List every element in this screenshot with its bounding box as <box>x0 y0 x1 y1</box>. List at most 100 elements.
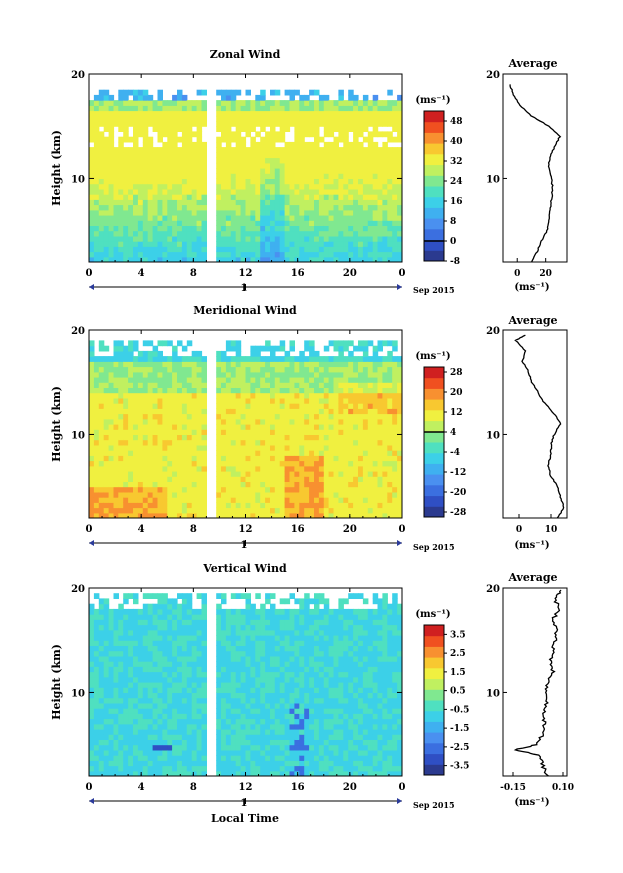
heatmap-cell <box>314 392 320 399</box>
heatmap-cell <box>118 350 124 357</box>
heatmap-cell <box>338 392 344 399</box>
heatmap-cell <box>191 439 198 446</box>
heatmap-cell <box>240 486 247 493</box>
heatmap-cell <box>133 366 139 373</box>
heatmap-cell <box>328 157 335 164</box>
heatmap-cell <box>118 424 124 430</box>
heatmap-cell <box>392 251 398 258</box>
heatmap-cell <box>133 424 139 430</box>
heatmap-cell <box>186 403 193 409</box>
heatmap-cell <box>167 697 173 704</box>
heatmap-cell <box>147 387 154 394</box>
heatmap-cell <box>93 640 100 646</box>
heatmap-cell <box>387 397 393 404</box>
heatmap-cell <box>177 718 183 725</box>
heatmap-cell <box>113 640 119 646</box>
heatmap-cell <box>103 507 110 514</box>
zonal-heatmap <box>89 89 402 262</box>
heatmap-cell <box>167 512 173 518</box>
heatmap-cell <box>284 100 291 106</box>
heatmap-cell <box>304 397 310 404</box>
heatmap-cell <box>103 424 110 430</box>
heatmap-cell <box>230 382 237 388</box>
heatmap-cell <box>323 361 330 368</box>
heatmap-cell <box>255 366 261 373</box>
heatmap-cell <box>172 608 178 615</box>
heatmap-cell <box>230 413 237 420</box>
heatmap-cell <box>245 392 251 399</box>
heatmap-cell <box>89 340 95 347</box>
heatmap-cell <box>358 204 364 211</box>
heatmap-cell <box>274 497 281 503</box>
heatmap-cell <box>309 397 315 404</box>
heatmap-cell <box>309 251 315 258</box>
heatmap-cell <box>270 465 276 472</box>
heatmap-cell <box>353 465 359 472</box>
heatmap-cell <box>108 661 115 667</box>
heatmap-cell <box>304 408 310 415</box>
heatmap-cell <box>113 476 119 482</box>
heatmap-cell <box>362 340 369 347</box>
heatmap-cell <box>177 429 183 435</box>
heatmap-cell <box>89 235 95 242</box>
heatmap-cell <box>103 94 110 101</box>
heatmap-cell <box>108 173 115 179</box>
heatmap-cell <box>255 173 261 179</box>
heatmap-cell <box>274 366 281 373</box>
heatmap-cell <box>235 152 242 159</box>
heatmap-cell <box>372 403 379 409</box>
heatmap-cell <box>309 215 315 221</box>
heatmap-cell <box>181 755 188 761</box>
heatmap-cell <box>328 105 335 112</box>
heatmap-cell <box>265 199 271 206</box>
heatmap-cell <box>186 199 193 206</box>
heatmap-cell <box>260 434 266 441</box>
heatmap-cell <box>294 486 300 493</box>
heatmap-cell <box>372 204 379 211</box>
heatmap-cell <box>93 734 100 740</box>
heatmap-cell <box>172 157 178 164</box>
heatmap-cell <box>328 444 335 451</box>
heatmap-cell <box>118 486 124 493</box>
heatmap-cell <box>142 235 149 242</box>
heatmap-cell <box>250 256 256 262</box>
heatmap-cell <box>318 408 325 415</box>
heatmap-cell <box>250 152 256 159</box>
heatmap-cell <box>348 397 354 404</box>
heatmap-cell <box>137 692 144 699</box>
heatmap-cell <box>89 687 95 693</box>
heatmap-cell <box>348 387 354 394</box>
heatmap-cell <box>123 749 129 756</box>
heatmap-cell <box>196 371 203 378</box>
heatmap-cell <box>98 729 105 735</box>
heatmap-cell <box>343 147 349 153</box>
heatmap-cell <box>309 361 315 368</box>
heatmap-cell <box>328 100 335 106</box>
heatmap-cell <box>118 377 124 383</box>
heatmap-cell <box>348 512 354 518</box>
heatmap-cell <box>343 141 349 148</box>
heatmap-cell <box>382 444 388 451</box>
heatmap-cell <box>147 760 154 767</box>
heatmap-cell <box>191 739 198 746</box>
heatmap-cell <box>216 126 222 132</box>
heatmap-cell <box>123 147 129 153</box>
heatmap-cell <box>113 215 119 221</box>
heatmap-cell <box>265 178 271 185</box>
heatmap-cell <box>255 397 261 404</box>
heatmap-cell <box>323 131 330 138</box>
heatmap-cell <box>230 131 237 138</box>
heatmap-cell <box>108 755 115 761</box>
heatmap-cell <box>348 110 354 117</box>
heatmap-cell <box>201 121 207 127</box>
heatmap-cell <box>274 100 281 106</box>
heatmap-cell <box>314 397 320 404</box>
heatmap-cell <box>152 162 159 169</box>
heatmap-cell <box>387 387 393 394</box>
heatmap-cell <box>191 110 198 117</box>
heatmap-cell <box>162 246 168 253</box>
heatmap-cell <box>128 188 134 195</box>
heatmap-cell <box>167 465 173 472</box>
heatmap-cell <box>216 392 222 399</box>
heatmap-cell <box>196 434 203 441</box>
